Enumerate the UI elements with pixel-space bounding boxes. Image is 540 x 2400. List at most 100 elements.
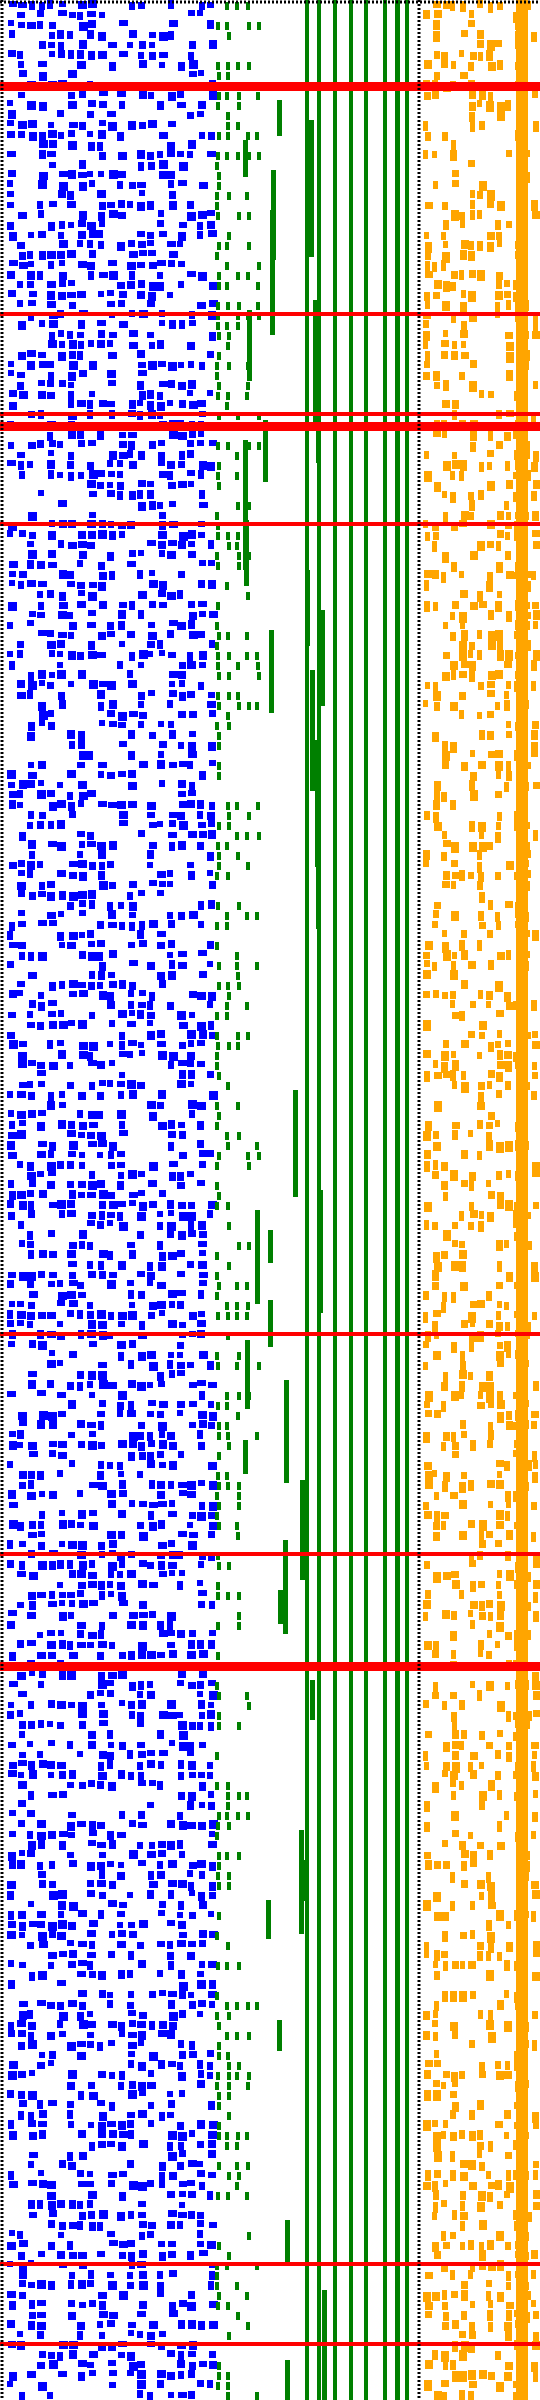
right-noise-cell [424,1401,430,1408]
left-noise-cell [38,602,44,610]
left-noise-cell [47,1641,56,1649]
left-noise-cell [19,1482,26,1489]
left-noise-cell [58,1911,64,1918]
middle-long-bar [277,2020,282,2051]
right-noise-cell [423,2292,431,2302]
right-noise-cell [450,2170,456,2181]
left-noise-cell [97,652,106,658]
left-noise-cell [179,451,185,460]
left-noise-cell [87,1242,93,1250]
left-noise-cell [99,1710,108,1718]
right-noise-cell [497,1570,502,1578]
left-noise-cell [109,1931,115,1938]
left-noise-cell [18,910,25,916]
middle-staircase-segment [226,122,230,130]
left-noise-cell [27,2010,33,2019]
left-noise-cell [59,1640,66,1649]
right-noise-cell [470,551,478,560]
left-noise-cell [138,701,144,708]
left-noise-cell [19,1561,25,1570]
left-noise-cell [7,1711,14,1719]
left-noise-cell [78,440,85,447]
right-noise-cell [452,2210,457,2220]
left-noise-cell [207,1762,213,1769]
left-noise-cell [148,622,155,628]
left-noise-cell [179,1490,187,1496]
middle-long-bar [263,420,268,482]
right-noise-cell [452,1451,459,1458]
middle-staircase-segment [227,32,231,40]
middle-staircase-segment [226,2382,230,2390]
right-noise-cell [468,251,475,261]
left-noise-cell [9,1301,15,1307]
left-noise-cell [179,761,188,767]
left-noise-cell [149,1362,158,1371]
right-noise-cell [423,331,430,341]
middle-staircase-segment [235,962,239,970]
right-noise-cell [515,1122,521,1132]
left-noise-cell [27,251,33,259]
right-noise-cell [443,512,448,523]
left-noise-cell [178,1202,186,1209]
right-noise-cell [533,1460,538,1469]
middle-staircase-segment [217,1452,221,1460]
right-noise-cell [434,1101,442,1112]
middle-staircase-segment [237,562,241,570]
right-noise-cell [477,1842,484,1849]
right-noise-cell [451,961,456,972]
right-noise-cell [442,831,447,839]
left-noise-cell [69,1950,77,1958]
left-noise-cell [7,1320,14,1327]
left-noise-cell [7,2381,13,2387]
left-noise-cell [147,1651,156,1659]
left-noise-cell [37,1171,44,1177]
middle-staircase-segment [217,132,221,140]
left-noise-cell [177,1410,183,1416]
left-noise-cell [118,1930,126,1937]
right-noise-cell [461,1730,467,1739]
right-noise-cell [459,1700,465,1710]
left-noise-cell [158,1841,166,1848]
right-noise-cell [432,151,437,158]
right-noise-cell [434,1262,442,1272]
right-noise-cell [504,2110,511,2119]
left-noise-cell [117,282,125,289]
left-noise-cell [137,2361,145,2368]
left-noise-cell [117,460,123,467]
left-noise-cell [28,1721,35,1729]
right-noise-cell [442,992,448,999]
left-noise-cell [147,1031,155,1040]
left-noise-cell [87,2362,94,2368]
right-noise-cell [450,1,455,11]
left-noise-cell [78,2360,87,2367]
left-noise-cell [128,990,134,997]
left-noise-cell [188,2391,195,2399]
left-noise-cell [168,2000,175,2009]
left-noise-cell [48,1700,55,1708]
right-noise-cell [487,481,495,491]
left-noise-cell [208,1841,217,1848]
left-noise-cell [89,1510,97,1516]
left-noise-cell [68,170,76,179]
right-noise-cell [513,2392,518,2400]
middle-staircase-segment [217,1562,221,1570]
left-noise-cell [118,2082,124,2090]
right-noise-cell [450,2360,456,2370]
left-noise-cell [157,942,165,949]
left-noise-cell [37,2062,45,2069]
right-noise-cell [533,320,538,331]
right-noise-cell [506,342,514,351]
left-noise-cell [99,1400,106,1407]
left-noise-cell [79,751,88,760]
left-noise-cell [208,2281,214,2290]
middle-staircase-segment [226,712,230,720]
left-noise-cell [198,1241,207,1247]
left-noise-cell [199,662,206,668]
left-noise-cell [159,1462,166,1468]
left-noise-cell [78,891,87,899]
right-noise-cell [506,1742,512,1750]
middle-staircase-segment [225,282,229,290]
left-noise-cell [157,282,164,291]
left-noise-cell [119,2252,126,2259]
